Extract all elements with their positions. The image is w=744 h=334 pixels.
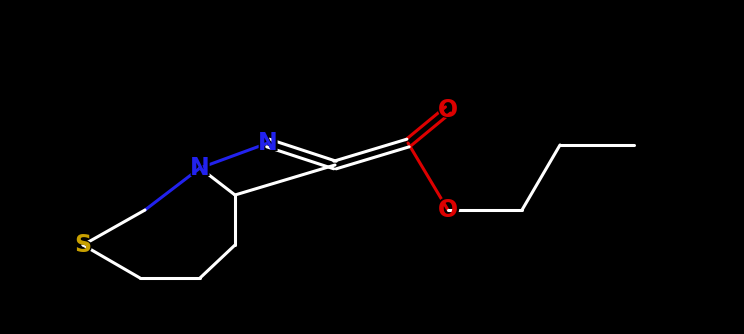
Text: S: S <box>74 233 92 257</box>
Text: O: O <box>435 196 461 224</box>
Text: N: N <box>256 129 280 157</box>
Text: S: S <box>72 231 94 259</box>
Text: O: O <box>435 96 461 124</box>
Text: O: O <box>438 198 458 222</box>
Text: N: N <box>190 156 210 180</box>
Text: O: O <box>438 98 458 122</box>
Text: N: N <box>258 131 278 155</box>
Text: N: N <box>188 154 212 182</box>
